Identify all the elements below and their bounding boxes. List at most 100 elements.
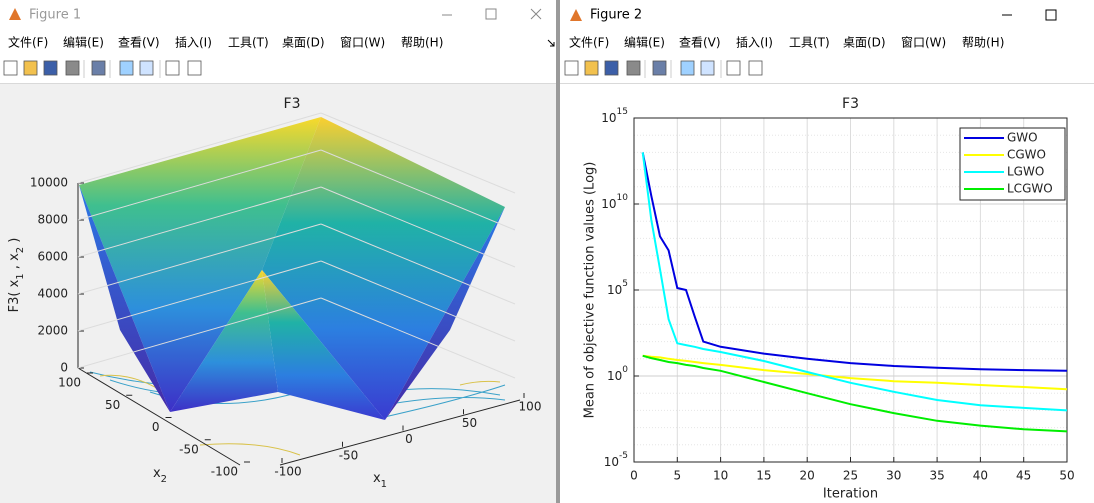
legend-label: CGWO bbox=[1007, 148, 1046, 162]
maximize-button[interactable] bbox=[1045, 9, 1057, 21]
x-tick-label: 5 bbox=[673, 469, 681, 483]
window-2-controls bbox=[570, 9, 1057, 21]
menu-item[interactable]: 窗口(W) bbox=[901, 36, 946, 50]
x-tick-label: -50 bbox=[339, 448, 359, 462]
toolbar-button[interactable] bbox=[652, 60, 667, 76]
close-button[interactable] bbox=[530, 8, 542, 20]
x-axis bbox=[279, 399, 521, 466]
x-tick-label: 30 bbox=[886, 469, 901, 483]
grid-line bbox=[320, 149, 516, 231]
y-tick-label: 105 bbox=[607, 279, 628, 297]
grid-line bbox=[77, 260, 322, 332]
menu-item[interactable]: 工具(T) bbox=[789, 36, 830, 50]
toolbar-button[interactable] bbox=[748, 60, 763, 76]
y-tick-base: 10 bbox=[601, 111, 616, 125]
y-tick-exponent: 5 bbox=[622, 279, 628, 289]
menu-item[interactable]: 插入(I) bbox=[736, 36, 773, 50]
zlabel-part: F3( x bbox=[7, 279, 22, 312]
xlabel: x1 bbox=[373, 471, 387, 490]
surface-face bbox=[79, 185, 170, 412]
x-axis-label: Iteration bbox=[823, 487, 878, 502]
y-tick-label: 100 bbox=[607, 365, 628, 383]
menu-item[interactable]: 帮助(H) bbox=[401, 36, 443, 50]
menu-item[interactable]: 工具(T) bbox=[228, 36, 269, 50]
x-tick-label: 50 bbox=[462, 416, 477, 430]
toolbar-button[interactable] bbox=[584, 60, 599, 76]
series-line bbox=[641, 152, 1068, 412]
toolbar-button[interactable] bbox=[23, 60, 38, 76]
toolbar-button[interactable] bbox=[65, 60, 80, 76]
ylabel-part: 2 bbox=[161, 474, 167, 485]
menu-item[interactable]: 文件(F) bbox=[8, 35, 48, 50]
toolbar-button[interactable] bbox=[604, 60, 619, 76]
app-icon bbox=[570, 9, 582, 21]
grid-line bbox=[77, 149, 322, 221]
menu-item[interactable]: 查看(V) bbox=[679, 36, 721, 50]
x-tick-label: 40 bbox=[973, 469, 988, 483]
z-tick-label: 4000 bbox=[37, 287, 68, 301]
y-tick-base: 10 bbox=[607, 283, 622, 297]
menu-item[interactable]: 帮助(H) bbox=[962, 36, 1004, 50]
toolbar-button[interactable] bbox=[680, 60, 695, 76]
toolbar-button[interactable] bbox=[139, 60, 154, 76]
maximize-button[interactable] bbox=[485, 8, 497, 20]
legend-label: LCGWO bbox=[1007, 182, 1053, 196]
toolbar-button[interactable] bbox=[564, 60, 579, 76]
y-tick-label: 0 bbox=[152, 420, 160, 434]
y-tick-base: 10 bbox=[607, 369, 622, 383]
menu-item[interactable]: 编辑(E) bbox=[624, 35, 665, 50]
y-tick-exponent: 15 bbox=[617, 107, 628, 117]
menu-item[interactable]: 窗口(W) bbox=[340, 36, 385, 50]
dock-icon[interactable] bbox=[547, 39, 555, 47]
x-tick-label: 25 bbox=[843, 469, 858, 483]
zlabel: F3( x1 , x2 ) bbox=[7, 238, 26, 313]
ylabel: x2 bbox=[153, 466, 167, 485]
surface-face bbox=[262, 270, 385, 420]
ylabel-part: x bbox=[153, 466, 161, 481]
z-tick-label: 2000 bbox=[37, 324, 68, 338]
menu-item[interactable]: 插入(I) bbox=[175, 36, 212, 50]
zlabel-part: , x bbox=[7, 253, 22, 273]
x-tick-label: 20 bbox=[800, 469, 815, 483]
y-tick-label: 10-5 bbox=[604, 451, 628, 469]
toolbar-button[interactable] bbox=[43, 60, 58, 76]
toolbar-button[interactable] bbox=[3, 60, 18, 76]
menu-item[interactable]: 桌面(D) bbox=[843, 36, 886, 50]
y-axis-label: Mean of objective function values (Log) bbox=[583, 162, 598, 419]
toolbar-button[interactable] bbox=[119, 60, 134, 76]
window-1-controls bbox=[9, 8, 555, 47]
app-icon bbox=[9, 8, 21, 20]
z-tick-label: 8000 bbox=[37, 213, 68, 227]
series-line bbox=[642, 354, 1068, 433]
legend-label: GWO bbox=[1007, 131, 1038, 145]
xlabel-part: x bbox=[373, 471, 381, 486]
menu-item[interactable]: 查看(V) bbox=[118, 36, 160, 50]
x-tick-label: -100 bbox=[274, 465, 301, 479]
grid-line bbox=[320, 223, 516, 305]
z-tick-label: 10000 bbox=[30, 176, 68, 190]
grid-line bbox=[77, 186, 322, 258]
menu-item[interactable]: 文件(F) bbox=[569, 35, 609, 50]
toolbar-button[interactable] bbox=[187, 60, 202, 76]
surface-face bbox=[262, 117, 505, 420]
series-line bbox=[641, 152, 1068, 372]
window-border bbox=[556, 0, 560, 503]
menu-item[interactable]: 编辑(E) bbox=[63, 35, 104, 50]
y-tick-exponent: 0 bbox=[622, 365, 628, 375]
y-axis bbox=[77, 367, 241, 466]
grid-line bbox=[77, 297, 322, 369]
y-tick-label: -50 bbox=[179, 442, 199, 456]
menu-item[interactable]: 桌面(D) bbox=[282, 36, 325, 50]
x-tick-label: 0 bbox=[405, 432, 413, 446]
toolbar-button[interactable] bbox=[626, 60, 641, 76]
grid-line bbox=[320, 112, 516, 194]
x-tick-label: 15 bbox=[756, 469, 771, 483]
toolbar-button[interactable] bbox=[91, 60, 106, 76]
zlabel-part: 1 bbox=[15, 273, 26, 279]
x-tick-label: 0 bbox=[630, 469, 638, 483]
toolbar-button[interactable] bbox=[165, 60, 180, 76]
toolbar-button[interactable] bbox=[726, 60, 741, 76]
toolbar-button[interactable] bbox=[700, 60, 715, 76]
window-title: Figure 2 bbox=[590, 8, 642, 23]
